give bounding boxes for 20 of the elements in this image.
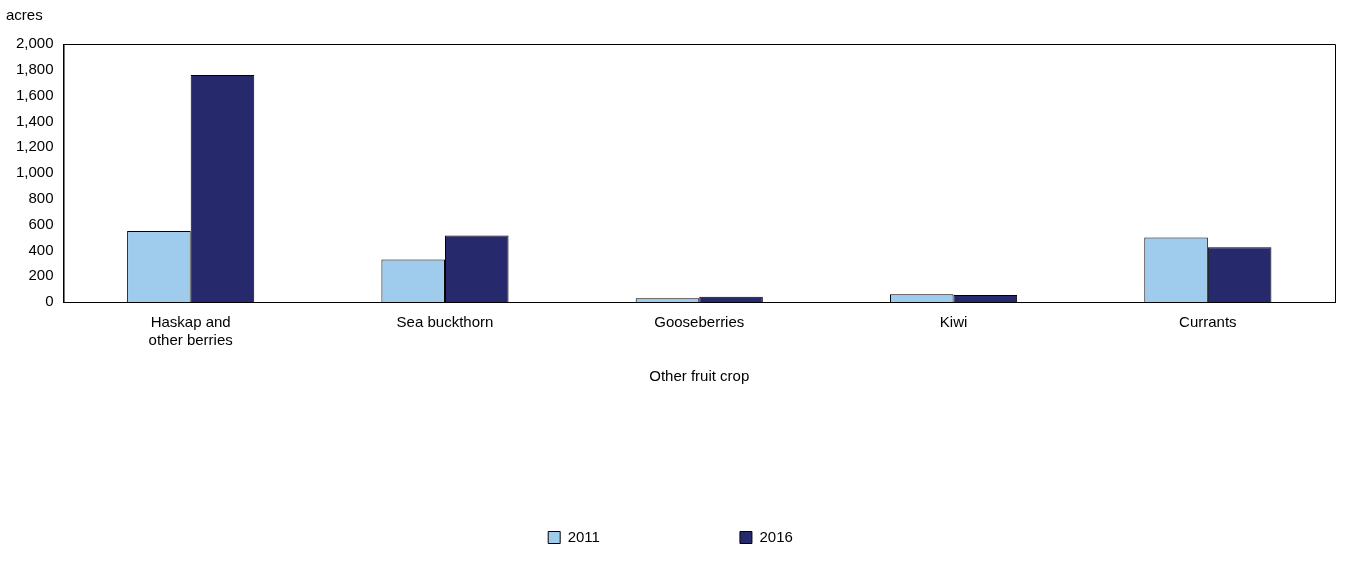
legend-label: 2016 — [759, 527, 793, 545]
y-tick-label: 1,800 — [15, 59, 54, 77]
x-tick-label: Sea buckthorn — [396, 313, 494, 331]
y-tick-label: 1,200 — [15, 137, 54, 155]
y-tick-label: 0 — [45, 292, 54, 310]
y-tick-label: 2,000 — [15, 34, 54, 52]
y-tick-label: 400 — [28, 240, 54, 258]
y-tick-label: 1,600 — [15, 85, 54, 103]
y-tick-label: 1,400 — [15, 111, 54, 129]
x-tick-label: Gooseberries — [654, 313, 745, 331]
x-tick-label: Haskap and other berries — [148, 313, 233, 349]
y-axis-title: acres — [6, 6, 43, 24]
x-tick-label: Currants — [1179, 313, 1237, 331]
legend-label: 2011 — [567, 527, 600, 545]
x-tick-label: Kiwi — [939, 313, 968, 331]
y-tick-label: 1,000 — [15, 163, 54, 181]
y-tick-label: 200 — [28, 266, 54, 284]
x-axis-title: Other fruit crop — [649, 367, 750, 385]
y-tick-label: 800 — [28, 188, 54, 206]
y-tick-label: 600 — [28, 214, 54, 232]
